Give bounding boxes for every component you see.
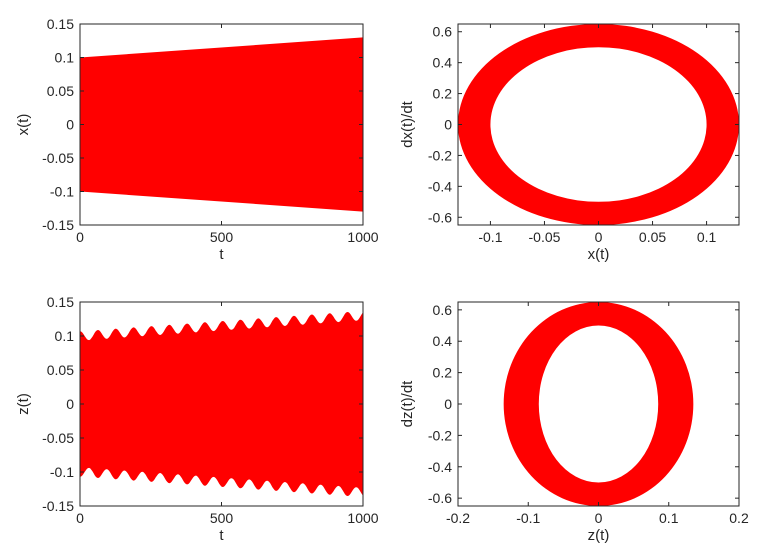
x-tick-label: -0.2 [446,510,470,526]
x-tick-label: -0.1 [516,510,540,526]
y-tick-label: -0.15 [42,217,74,233]
y-tick-label: -0.05 [42,150,74,166]
y-tick-label: -0.15 [42,498,74,514]
y-tick-label: -0.6 [428,490,452,506]
y-axis-label: dx(t)/dt [399,100,416,148]
x-tick-label: 0 [595,229,603,245]
y-tick-label: -0.4 [428,178,452,194]
x-tick-label: 500 [210,510,234,526]
y-tick-label: -0.05 [42,430,74,446]
x-tick-label: 0 [76,229,84,245]
y-tick-label: 0 [66,117,74,133]
plot-panel-p2: -0.1 -0.05 0 0.05 0.1 0.6 0.4 0.2 0 -0.2 -0.4 -0.6 x… [399,23,740,263]
oscillation-band [80,312,363,496]
x-tick-label: 0.1 [697,229,717,245]
x-axis-label: x(t) [588,246,610,263]
y-tick-label: 0.6 [433,24,453,40]
x-tick-label: 500 [210,229,234,245]
x-tick-label: 0.2 [729,510,749,526]
y-tick-label: 0 [444,396,452,412]
y-tick-label: 0.15 [47,16,74,32]
y-tick-label: 0.05 [47,362,74,378]
plot-panel-p3: 0 500 1000 0.15 0.1 0.05 0 -0.05 -0.1 -0.15 t z(t) [15,294,379,544]
plot-data-p4 [503,302,694,506]
y-tick-label: -0.2 [428,147,452,163]
x-tick-label: 1000 [347,229,378,245]
plot-panel-p1: 0 500 1000 0.15 0.1 0.05 0 -0.05 -0.1 -0.15 t x(t) [15,16,379,263]
phase-portrait-annulus [458,24,739,225]
y-tick-label: -0.1 [50,184,74,200]
plot-panel-p4: -0.2 -0.1 0 0.1 0.2 0.6 0.4 0.2 0 -0.2 -0.4 -0.6 z(t… [399,301,749,544]
x-axis-label: z(t) [588,527,610,544]
y-tick-label: -0.2 [428,427,452,443]
x-tick-label: -0.1 [478,229,502,245]
x-tick-label: 0 [595,510,603,526]
x-axis-label: t [219,246,224,263]
axes-box [457,301,740,507]
y-tick-label: 0.2 [433,365,453,381]
x-tick-label: -0.05 [529,229,561,245]
y-tick-label: 0.1 [55,328,75,344]
y-tick-label: -0.1 [50,464,74,480]
x-tick-label: 1000 [347,510,378,526]
plot-data-p2 [458,24,739,225]
y-tick-label: 0 [444,117,452,133]
y-tick-label: 0 [66,396,74,412]
plot-data-p1 [80,37,363,212]
x-axis-label: t [219,527,224,544]
y-tick-label: 0.2 [433,86,453,102]
y-axis-label: dz(t)/dt [399,380,416,428]
y-tick-label: 0.05 [47,83,74,99]
x-tick-label: 0 [76,510,84,526]
y-tick-label: 0.15 [47,294,74,310]
y-axis-label: x(t) [15,114,32,136]
oscillation-band [80,37,363,212]
x-tick-label: 0.05 [639,229,666,245]
y-tick-label: -0.4 [428,459,452,475]
y-tick-label: 0.4 [433,333,453,349]
plot-data-p3 [80,312,363,496]
y-tick-label: 0.6 [433,302,453,318]
phase-portrait-annulus [503,302,694,506]
y-tick-label: 0.1 [55,50,75,66]
y-axis-label: z(t) [15,393,32,415]
x-tick-label: 0.1 [659,510,679,526]
y-tick-label: 0.4 [433,55,453,71]
y-tick-label: -0.6 [428,209,452,225]
